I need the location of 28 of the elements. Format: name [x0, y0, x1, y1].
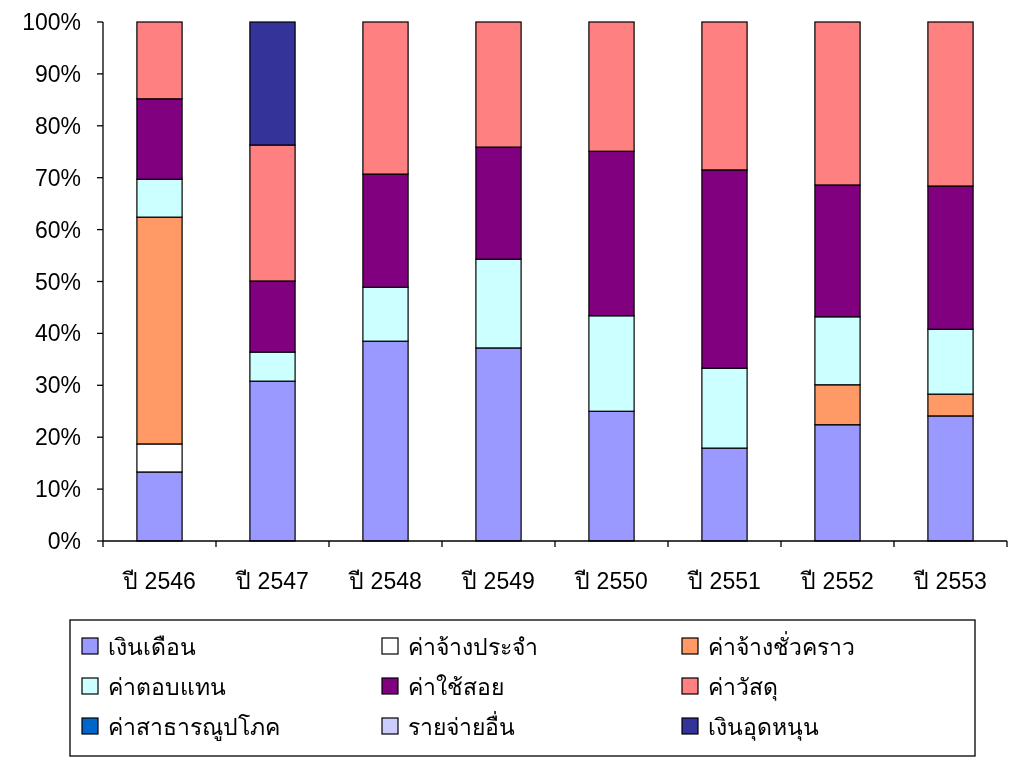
y-tick-label: 50%: [34, 268, 81, 295]
y-tick-label: 0%: [47, 528, 81, 554]
x-tick-label: ปี 2552: [800, 568, 874, 594]
legend-label: ค่าสาธารณูปโภค: [108, 714, 280, 741]
x-tick-label: ปี 2548: [348, 568, 422, 594]
x-tick-label: ปี 2553: [913, 568, 987, 594]
y-tick-label: 20%: [34, 424, 81, 451]
x-tick-label: ปี 2551: [687, 568, 761, 594]
y-tick-label: 80%: [34, 112, 81, 139]
legend-label: รายจ่ายอื่น: [408, 711, 515, 740]
y-tick-label: 60%: [34, 216, 81, 243]
y-tick-label: 30%: [34, 372, 81, 399]
y-tick-label: 10%: [34, 476, 81, 503]
y-tick-label: 90%: [34, 60, 81, 87]
x-tick-label: ปี 2550: [574, 568, 648, 594]
legend-label: ค่าจ้างประจำ: [408, 634, 538, 660]
legend-label: เงินเดือน: [108, 634, 196, 660]
x-tick-label: ปี 2549: [461, 568, 535, 594]
legend-label: เงินอุดหนุน: [708, 714, 819, 741]
y-tick-label: 40%: [34, 320, 81, 347]
y-tick-label: 100%: [22, 9, 81, 35]
x-tick-label: ปี 2546: [122, 568, 196, 594]
legend-label: ค่าวัสดุ: [708, 674, 778, 701]
legend-label: ค่าตอบแทน: [108, 674, 226, 700]
legend-label: ค่าจ้างชั่วคราว: [708, 631, 855, 660]
legend-label: ค่าใช้สอย: [408, 674, 504, 700]
y-tick-label: 70%: [34, 164, 81, 191]
x-tick-label: ปี 2547: [235, 568, 309, 594]
